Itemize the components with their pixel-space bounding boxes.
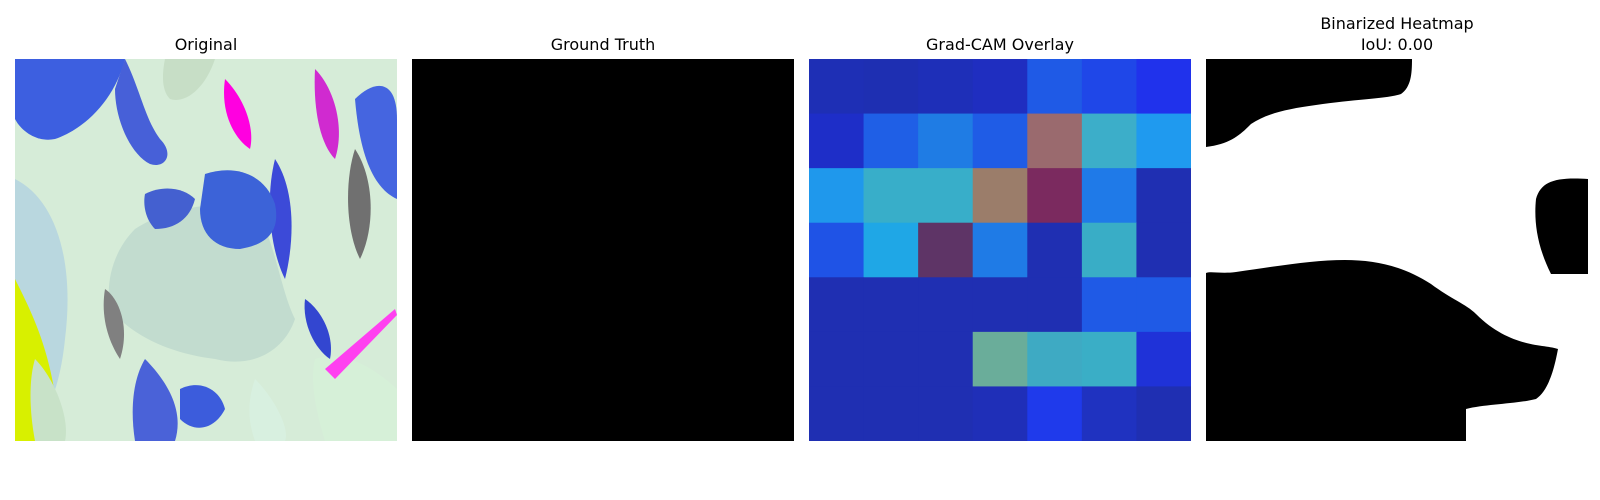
ground-truth-title: Ground Truth bbox=[550, 35, 656, 54]
binarized-heatmap bbox=[1206, 59, 1588, 441]
gradcam-cell bbox=[863, 168, 919, 224]
gradcam-cell bbox=[1081, 331, 1137, 387]
gradcam-cell bbox=[809, 59, 865, 115]
original-title: Original bbox=[174, 35, 238, 54]
ground-truth-mask bbox=[412, 59, 794, 441]
gradcam-cell bbox=[1081, 222, 1137, 278]
gradcam-cell bbox=[809, 277, 865, 333]
gradcam-cell bbox=[918, 59, 974, 115]
gradcam-cell bbox=[1081, 386, 1137, 441]
gradcam-cell bbox=[809, 168, 865, 224]
gradcam-title: Grad-CAM Overlay bbox=[926, 35, 1074, 54]
gradcam-cell bbox=[918, 277, 974, 333]
gradcam-cell bbox=[1081, 59, 1137, 115]
gradcam-cell bbox=[972, 386, 1028, 441]
gradcam-cell bbox=[918, 113, 974, 169]
gradcam-cell bbox=[972, 222, 1028, 278]
gradcam-cell bbox=[863, 386, 919, 441]
gradcam-cell bbox=[1136, 113, 1191, 169]
gradcam-cell bbox=[1136, 331, 1191, 387]
gradcam-cell bbox=[1027, 113, 1083, 169]
gradcam-cell bbox=[918, 331, 974, 387]
binarized-title: Binarized Heatmap IoU: 0.00 bbox=[1320, 14, 1474, 54]
gradcam-cell bbox=[1081, 113, 1137, 169]
gradcam-cell bbox=[863, 222, 919, 278]
gradcam-cell bbox=[1081, 168, 1137, 224]
gradcam-cell bbox=[809, 386, 865, 441]
gradcam-cell bbox=[863, 331, 919, 387]
gradcam-cell bbox=[972, 331, 1028, 387]
gradcam-cell bbox=[1136, 386, 1191, 441]
gradcam-cell bbox=[918, 168, 974, 224]
gradcam-cell bbox=[809, 113, 865, 169]
gradcam-cell bbox=[972, 59, 1028, 115]
gradcam-cell bbox=[1136, 222, 1191, 278]
gradcam-cell bbox=[972, 113, 1028, 169]
gradcam-cell bbox=[1136, 168, 1191, 224]
gradcam-cell bbox=[863, 113, 919, 169]
gradcam-cell bbox=[1027, 386, 1083, 441]
gradcam-cell bbox=[972, 168, 1028, 224]
gradcam-cell bbox=[1027, 222, 1083, 278]
gradcam-cell bbox=[1027, 331, 1083, 387]
gradcam-cell bbox=[809, 331, 865, 387]
original-image bbox=[15, 59, 397, 441]
gradcam-cell bbox=[1027, 277, 1083, 333]
gradcam-cell bbox=[863, 59, 919, 115]
gradcam-cell bbox=[863, 277, 919, 333]
gradcam-overlay bbox=[809, 59, 1191, 441]
gradcam-cell bbox=[918, 386, 974, 441]
gradcam-cell bbox=[1027, 168, 1083, 224]
gradcam-cell bbox=[809, 222, 865, 278]
gradcam-cell bbox=[1136, 59, 1191, 115]
gradcam-cell bbox=[918, 222, 974, 278]
gradcam-cell bbox=[1081, 277, 1137, 333]
gradcam-cell bbox=[1027, 59, 1083, 115]
gradcam-cell bbox=[1136, 277, 1191, 333]
gradcam-cell bbox=[972, 277, 1028, 333]
